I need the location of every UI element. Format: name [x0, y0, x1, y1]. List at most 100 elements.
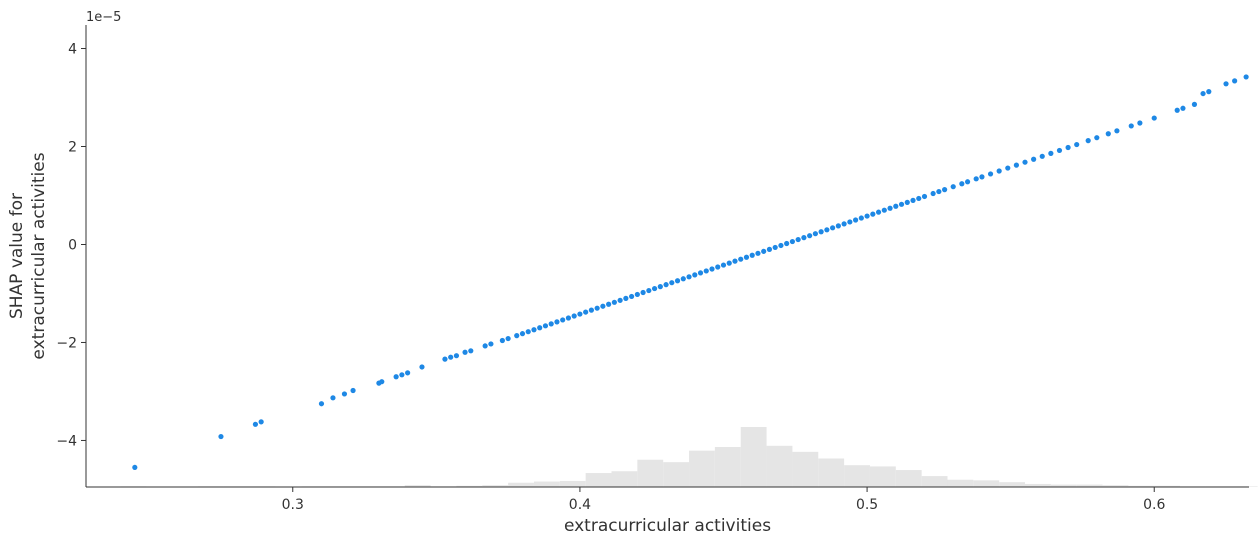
scatter-point: [1013, 162, 1020, 168]
scatter-point: [807, 233, 813, 239]
scatter-point: [1137, 120, 1143, 126]
scatter-point: [738, 256, 744, 262]
scatter-point: [979, 174, 985, 180]
scatter-point: [959, 181, 965, 187]
scatter-points-layer: [132, 74, 1249, 471]
scatter-point: [442, 356, 448, 362]
scatter-point: [1085, 138, 1091, 144]
histogram-bar: [714, 447, 741, 487]
scatter-point: [1048, 150, 1054, 156]
scatter-point: [588, 307, 595, 313]
histogram-layer: [120, 427, 1258, 487]
scatter-point: [893, 203, 899, 209]
scatter-point: [657, 284, 663, 290]
axes-layer: [85, 25, 1249, 488]
scatter-point: [594, 305, 600, 311]
scatter-point: [565, 315, 572, 321]
histogram-bar: [766, 445, 793, 487]
histogram-bar: [973, 480, 1000, 487]
scatter-point: [692, 272, 698, 278]
scatter-point: [132, 464, 138, 471]
y-tick-label: −4: [56, 433, 77, 449]
y-ticks: −4 −2 0 2 4: [56, 42, 86, 449]
scatter-point: [715, 264, 721, 270]
scatter-point: [341, 391, 348, 397]
y-axis-title-line-1: SHAP value for: [7, 193, 27, 319]
scatter-point: [462, 349, 468, 355]
scatter-point: [1223, 81, 1229, 87]
histogram-bar: [792, 451, 819, 487]
histogram-bar: [740, 427, 767, 487]
x-tick-label: 0.4: [569, 497, 591, 513]
scatter-point: [973, 176, 979, 182]
scatter-point: [686, 274, 692, 280]
scatter-point: [1180, 105, 1186, 111]
histogram-bar: [663, 462, 690, 487]
scatter-point: [875, 209, 882, 215]
scatter-point: [847, 219, 853, 225]
histogram-bar: [1102, 485, 1129, 487]
scatter-point: [379, 379, 385, 385]
scatter-point: [801, 235, 807, 241]
scatter-point: [964, 179, 971, 185]
scatter-point: [996, 168, 1002, 174]
scatter-point: [258, 419, 264, 425]
histogram-bar: [508, 482, 534, 487]
histogram-bar: [1025, 483, 1051, 487]
scatter-point: [904, 199, 910, 205]
histogram-bar: [559, 480, 586, 487]
scatter-point: [606, 301, 612, 307]
scatter-point: [542, 323, 549, 329]
scatter-point: [1191, 101, 1198, 107]
scatter-point: [1206, 89, 1212, 95]
scatter-point: [554, 319, 560, 325]
scatter-point: [482, 343, 488, 349]
scatter-point: [488, 341, 494, 347]
scatter-point: [669, 280, 675, 286]
scatter-point: [1031, 156, 1037, 162]
scatter-point: [393, 374, 399, 380]
scatter-point: [674, 278, 681, 284]
scatter-point: [448, 354, 454, 360]
scatter-point: [824, 227, 830, 233]
scatter-point: [936, 188, 942, 195]
scatter-point: [419, 364, 425, 370]
x-tick-label: 0.5: [856, 497, 878, 513]
scatter-point: [651, 285, 658, 292]
scatter-point: [646, 287, 652, 294]
scatter-point: [405, 370, 411, 376]
histogram-bar: [637, 459, 664, 487]
scatter-point: [870, 211, 876, 217]
scatter-point: [703, 268, 709, 274]
scatter-point: [1243, 74, 1249, 80]
scatter-point: [887, 205, 893, 211]
scatter-point: [514, 333, 520, 339]
scatter-point: [1039, 153, 1045, 159]
scatter-point: [468, 348, 474, 354]
scatter-point: [350, 387, 356, 394]
scatter-point: [795, 236, 801, 243]
scatter-point: [629, 293, 635, 300]
scatter-point: [830, 225, 836, 231]
scatter-point: [709, 266, 715, 272]
scatter-point: [841, 221, 847, 227]
scatter-point: [784, 240, 790, 247]
y-tick-label: −2: [56, 335, 77, 351]
scatter-point: [910, 197, 916, 203]
histogram-bar: [1050, 484, 1077, 487]
scatter-point: [987, 171, 994, 177]
scatter-point: [778, 242, 784, 249]
scatter-point: [1005, 165, 1011, 171]
scatter-point: [864, 213, 870, 219]
scatter-point: [697, 270, 704, 276]
scatter-point: [749, 252, 755, 258]
scatter-point: [453, 353, 460, 359]
scatter-point: [560, 317, 566, 323]
scatter-point: [505, 335, 511, 342]
histogram-bar: [404, 485, 431, 487]
scatter-point: [1174, 107, 1180, 113]
scatter-point: [525, 329, 531, 335]
histogram-bar: [585, 473, 612, 487]
histogram-bar: [999, 482, 1026, 487]
x-axis-title: extracurricular activities: [564, 516, 771, 536]
